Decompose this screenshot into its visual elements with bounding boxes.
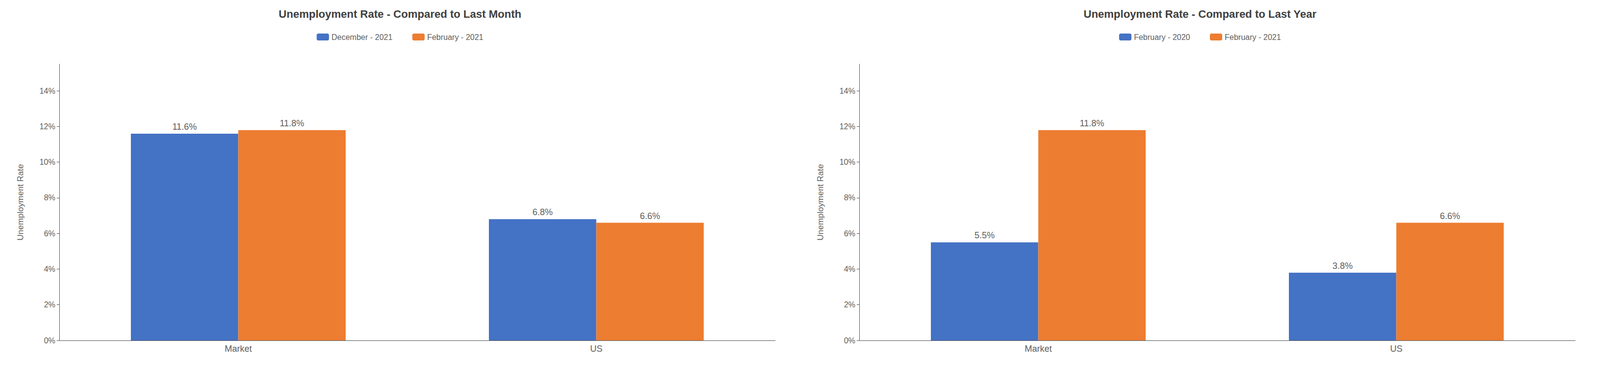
svg-text:8%: 8% <box>843 193 856 202</box>
svg-text:February - 2021: February - 2021 <box>427 33 484 42</box>
svg-text:10%: 10% <box>39 158 56 167</box>
svg-text:6.6%: 6.6% <box>1440 211 1461 222</box>
svg-text:2%: 2% <box>843 300 856 310</box>
svg-text:0%: 0% <box>43 336 56 346</box>
svg-text:February - 2020: February - 2020 <box>1133 33 1191 42</box>
svg-text:6.6%: 6.6% <box>640 211 661 222</box>
svg-text:6%: 6% <box>43 229 56 239</box>
svg-text:4%: 4% <box>843 265 856 274</box>
svg-text:US: US <box>1390 344 1403 355</box>
svg-text:February - 2021: February - 2021 <box>1224 33 1281 42</box>
svg-text:12%: 12% <box>839 122 856 131</box>
svg-text:Unemployment Rate - Compared t: Unemployment Rate - Compared to Last Yea… <box>1083 7 1317 21</box>
svg-text:12%: 12% <box>39 122 56 131</box>
svg-text:8%: 8% <box>43 193 56 202</box>
svg-text:4%: 4% <box>43 265 56 274</box>
svg-text:December - 2021: December - 2021 <box>331 33 393 42</box>
svg-text:11.8%: 11.8% <box>279 118 305 129</box>
svg-text:3.8%: 3.8% <box>1332 261 1353 272</box>
svg-text:14%: 14% <box>839 86 856 96</box>
svg-text:6%: 6% <box>843 229 856 239</box>
svg-text:11.6%: 11.6% <box>172 121 198 132</box>
svg-text:6.8%: 6.8% <box>532 207 553 218</box>
svg-text:5.5%: 5.5% <box>974 230 995 241</box>
svg-text:2%: 2% <box>43 300 56 310</box>
svg-text:10%: 10% <box>839 158 856 167</box>
svg-text:Unemployment Rate: Unemployment Rate <box>15 164 26 241</box>
svg-text:0%: 0% <box>843 336 856 346</box>
svg-text:US: US <box>590 344 603 355</box>
svg-text:11.8%: 11.8% <box>1079 118 1105 129</box>
svg-text:Unemployment Rate: Unemployment Rate <box>815 164 826 241</box>
svg-text:Unemployment Rate - Compared t: Unemployment Rate - Compared to Last Mon… <box>278 7 521 21</box>
svg-text:Market: Market <box>224 344 252 355</box>
svg-text:Market: Market <box>1024 344 1052 355</box>
svg-text:14%: 14% <box>39 86 56 96</box>
